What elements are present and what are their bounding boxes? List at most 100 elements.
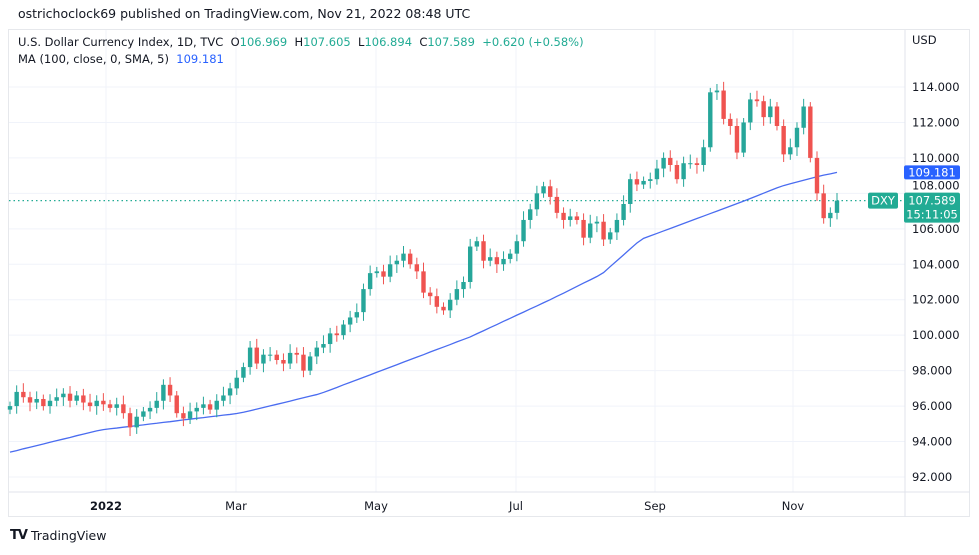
candle-body	[634, 179, 640, 185]
candle-body	[774, 106, 780, 126]
candle	[394, 255, 400, 273]
candle-body	[461, 281, 466, 290]
candle	[481, 234, 486, 269]
candle-body	[501, 258, 506, 265]
candle-body	[34, 398, 39, 403]
candle-body	[74, 395, 79, 401]
price-tick-label: 100.000	[912, 328, 960, 342]
price-tick-label: 104.000	[912, 257, 960, 271]
high-value: 107.605	[303, 35, 351, 49]
candle-body	[648, 179, 653, 181]
candle	[161, 379, 166, 410]
candle-body	[227, 388, 233, 396]
candle	[114, 397, 119, 416]
candle	[541, 181, 546, 198]
candle-body	[401, 253, 406, 261]
candle	[267, 347, 273, 362]
candle	[47, 394, 53, 414]
candle-body	[641, 180, 646, 185]
candle	[588, 214, 593, 244]
candle-body	[748, 99, 753, 123]
candle	[774, 102, 780, 131]
candle	[107, 399, 113, 413]
candle-body	[808, 106, 813, 158]
price-tick-label: 112.000	[912, 115, 960, 129]
legend-ma-row[interactable]: MA (100, close, 0, SMA, 5) 109.181	[18, 51, 584, 68]
candle	[828, 207, 833, 227]
candle	[734, 118, 740, 160]
candle	[601, 214, 606, 247]
candle	[361, 283, 366, 321]
candle	[87, 393, 93, 412]
candle	[287, 344, 293, 370]
candle	[814, 151, 820, 201]
symbol-tag-text: DXY	[871, 194, 896, 208]
candle-body	[354, 312, 360, 318]
candle-body	[721, 90, 726, 119]
candle-body	[434, 296, 440, 307]
candle	[227, 382, 233, 405]
candle-body	[94, 400, 99, 407]
candle-body	[334, 333, 339, 336]
candle	[494, 251, 500, 273]
candle	[661, 152, 666, 178]
candle	[341, 320, 346, 340]
candle-body	[654, 168, 660, 180]
candle	[434, 288, 440, 314]
candle-body	[628, 179, 633, 204]
chart-frame	[8, 29, 970, 517]
candle-body	[528, 209, 533, 220]
candle	[608, 227, 613, 244]
candle-body	[141, 411, 146, 417]
candle	[201, 396, 206, 415]
candle	[801, 98, 806, 135]
candle	[127, 407, 133, 437]
candle	[261, 349, 266, 373]
candle-body	[534, 193, 540, 210]
candle-body	[41, 398, 46, 407]
candle	[407, 249, 413, 269]
price-tick-label: 114.000	[912, 80, 960, 94]
candle-body	[427, 292, 433, 297]
candle	[634, 171, 640, 192]
time-tick-label: Sep	[644, 499, 666, 513]
candle	[147, 401, 153, 420]
candle-body	[361, 289, 366, 313]
ma-label: MA (100, close, 0, SMA, 5)	[18, 52, 169, 66]
candle-body	[801, 106, 806, 128]
price-tick-label: 110.000	[912, 151, 960, 165]
countdown-text: 15:11:05	[906, 208, 958, 222]
candle-body	[394, 260, 400, 265]
price-tick-label: 98.000	[912, 364, 952, 378]
candle-body	[788, 147, 793, 155]
candle-body	[367, 273, 373, 290]
candle-body	[474, 241, 480, 247]
candle-body	[454, 289, 460, 300]
price-tick-label: 108.000	[912, 179, 960, 193]
candle-body	[154, 400, 159, 408]
candle-body	[481, 241, 486, 261]
candle-body	[441, 306, 446, 311]
candle	[421, 262, 426, 299]
candle-body	[214, 400, 219, 410]
brand-name: TradingView	[30, 528, 107, 543]
candle	[101, 393, 106, 411]
candle-body	[261, 354, 266, 364]
last-price-tag	[904, 192, 960, 223]
candle	[521, 211, 526, 247]
candle	[427, 287, 433, 305]
candle	[301, 347, 306, 378]
candle	[281, 353, 286, 372]
candle-body	[541, 186, 546, 194]
candle-body	[821, 193, 826, 219]
candle-body	[834, 200, 840, 213]
candle-body	[447, 299, 453, 311]
candle-body	[828, 212, 833, 219]
candle-body	[7, 406, 13, 410]
candle	[354, 303, 360, 323]
candle-body	[201, 404, 206, 408]
price-tick-label: 96.000	[912, 399, 952, 413]
candle	[141, 406, 146, 422]
candle	[514, 234, 520, 262]
